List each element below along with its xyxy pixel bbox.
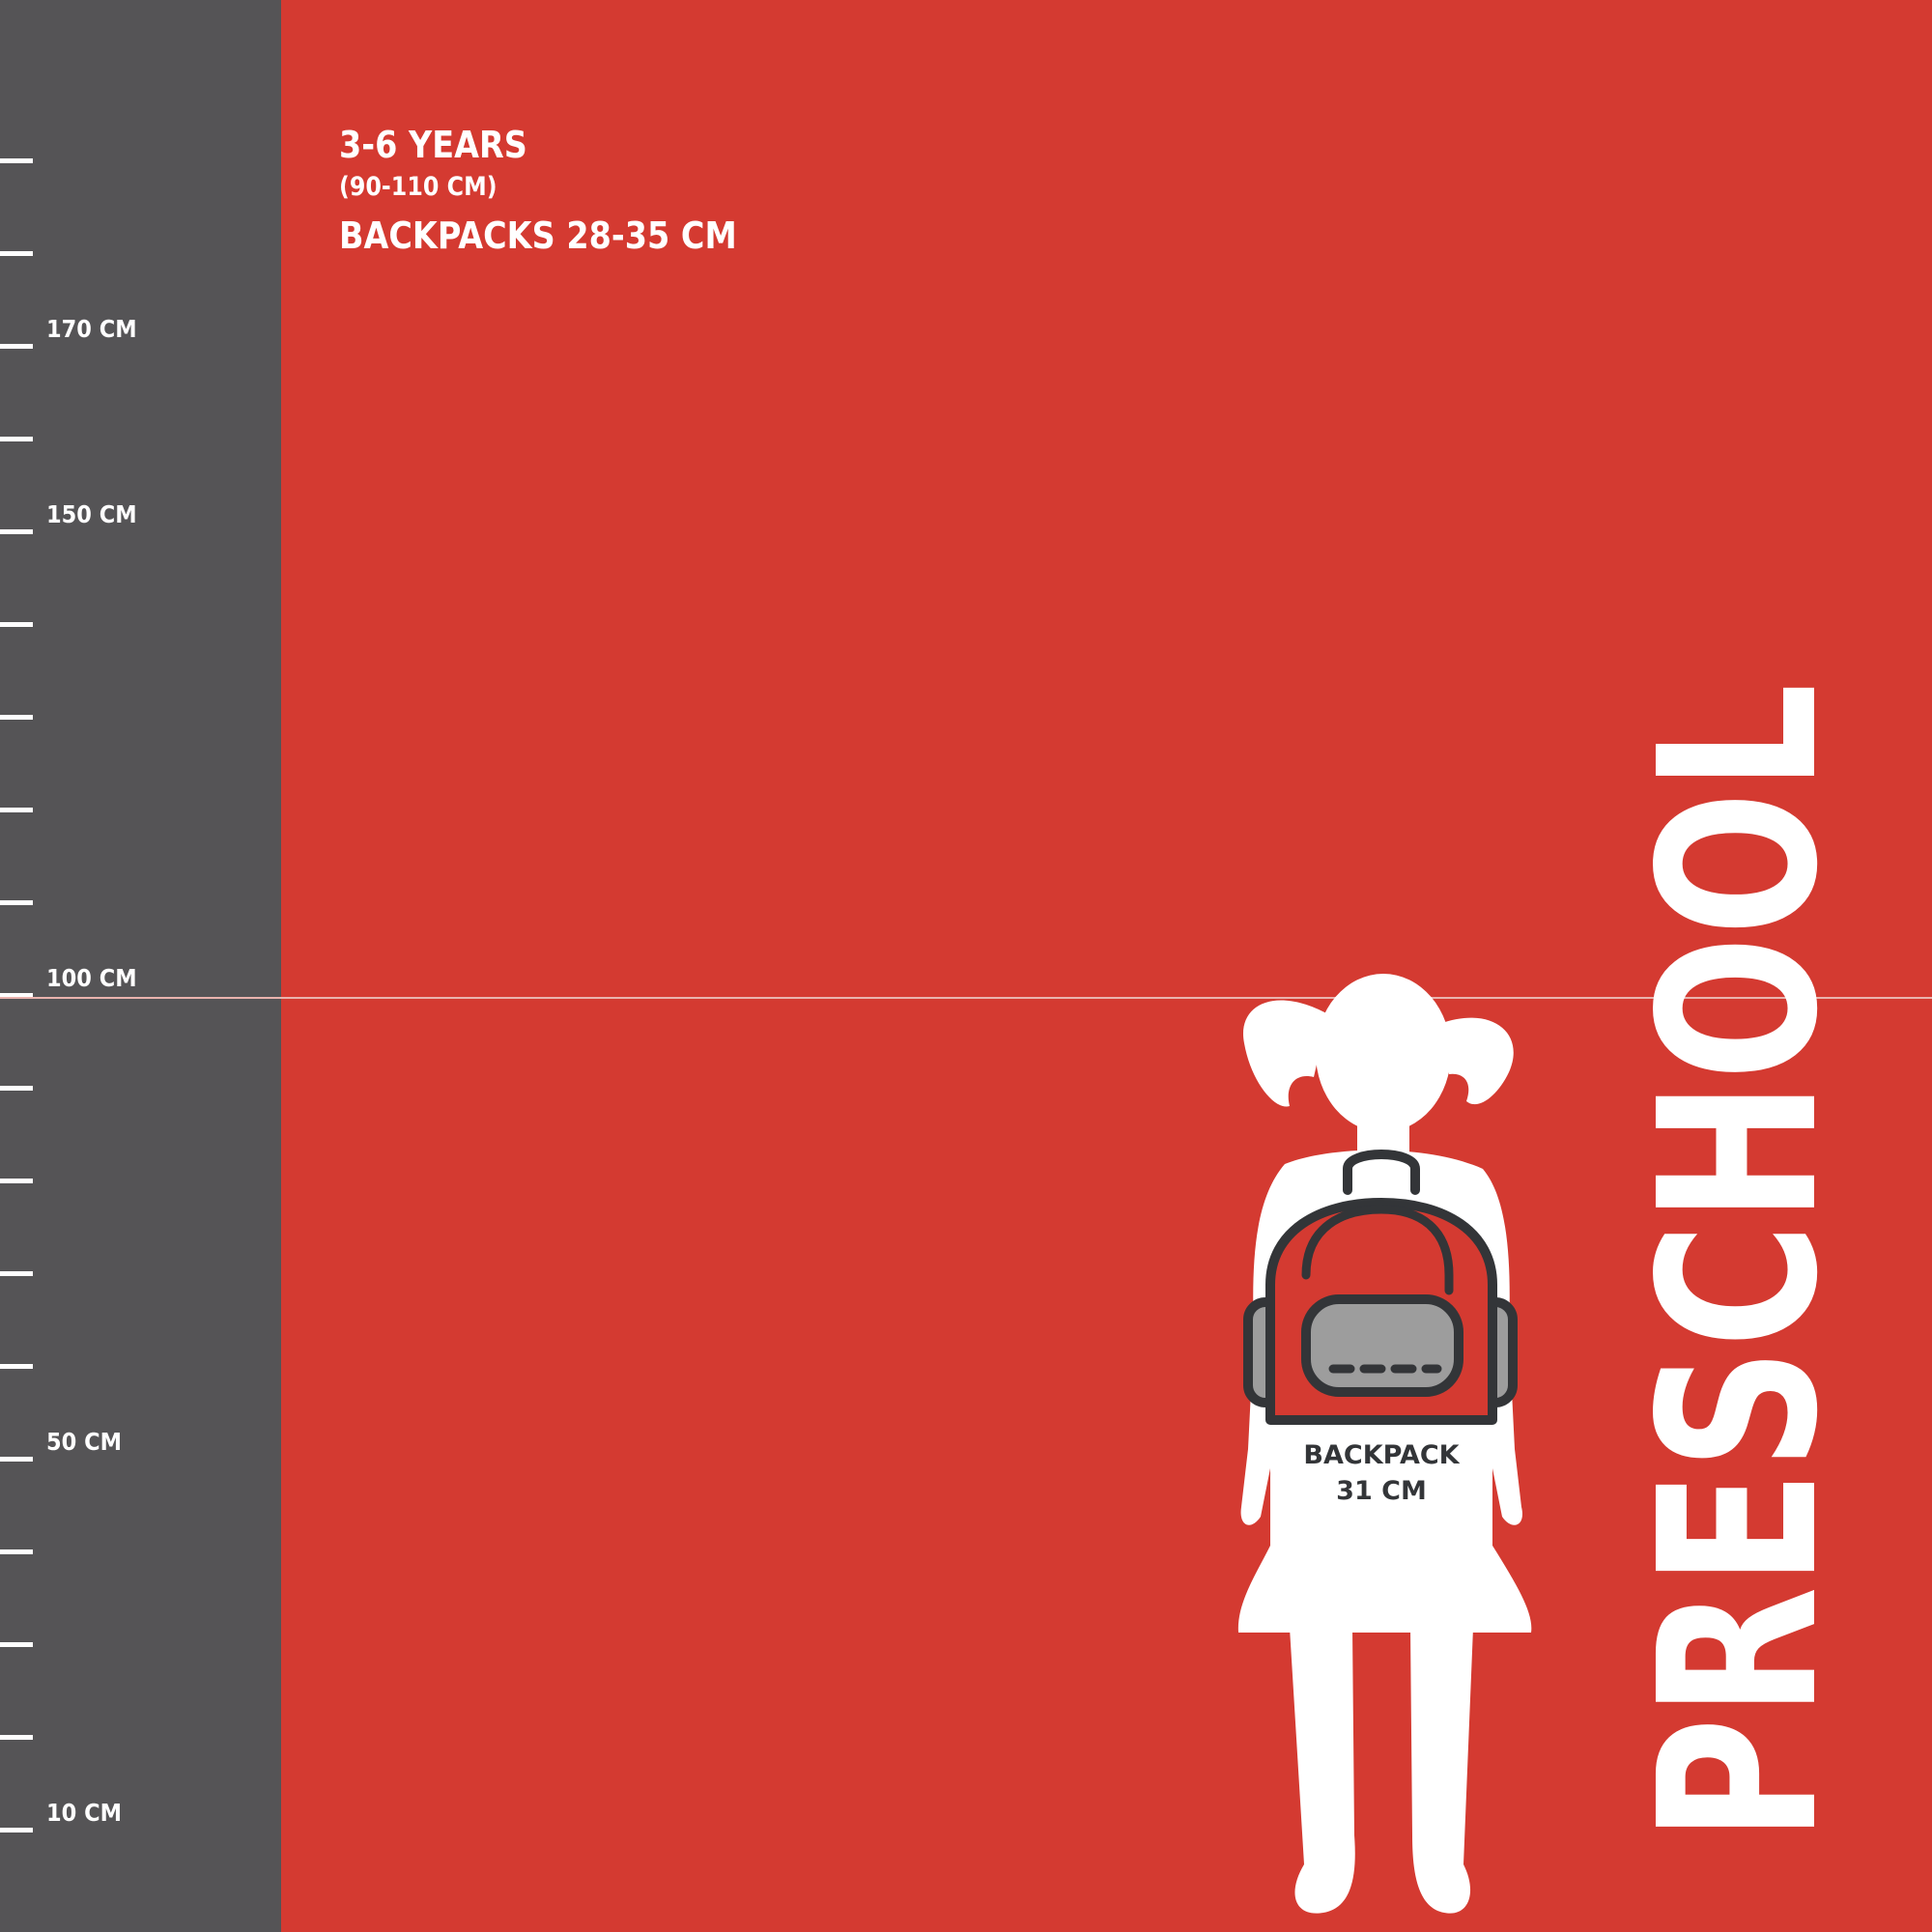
ruler-tick (0, 251, 33, 256)
ruler-label: 100 CM (46, 964, 137, 992)
ruler-tick (0, 1642, 33, 1647)
ruler-tick (0, 900, 33, 905)
height-marker-line (0, 997, 1932, 999)
ruler-tick (0, 1364, 33, 1369)
backpack-range: BACKPACKS 28-35 CM (339, 214, 737, 257)
ruler-tick (0, 158, 33, 163)
backpack-size: 31 CM (1336, 1476, 1427, 1506)
ruler-tick (0, 1457, 33, 1462)
ruler-tick (0, 622, 33, 627)
ruler-tick (0, 1179, 33, 1183)
age-range: 3-6 YEARS (339, 124, 527, 166)
category-title: PRESCHOOL (1613, 683, 1866, 1842)
ruler-tick (0, 529, 33, 534)
ruler-tick (0, 715, 33, 720)
backpack-icon (1243, 1150, 1518, 1425)
ruler-tick (0, 437, 33, 441)
height-range: (90-110 CM) (339, 172, 497, 202)
ruler-tick (0, 1271, 33, 1276)
ruler-label: 170 CM (46, 315, 137, 343)
ruler-tick (0, 1735, 33, 1740)
height-ruler: 170 CM 150 CM 100 CM 50 CM 10 CM (0, 0, 281, 1932)
ruler-label: 150 CM (46, 500, 137, 528)
backpack-label: BACKPACK (1303, 1440, 1460, 1470)
ruler-label: 10 CM (46, 1799, 123, 1827)
ruler-tick (0, 1828, 33, 1833)
ruler-tick (0, 993, 33, 998)
ruler-tick (0, 1086, 33, 1091)
ruler-tick (0, 344, 33, 349)
ruler-tick (0, 808, 33, 812)
ruler-label: 50 CM (46, 1428, 123, 1456)
ruler-tick (0, 1549, 33, 1554)
